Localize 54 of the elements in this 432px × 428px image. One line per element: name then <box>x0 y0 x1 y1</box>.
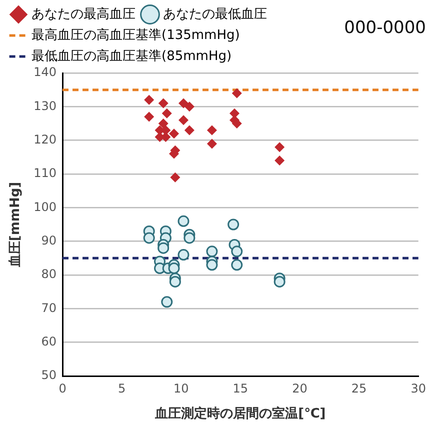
y-tick-label: 70 <box>41 300 57 315</box>
point <box>206 246 218 258</box>
point <box>184 232 196 244</box>
y-tick-label: 50 <box>41 368 57 382</box>
point <box>143 232 155 244</box>
x-tick-label: 0 <box>58 381 66 396</box>
y-tick-label: 110 <box>34 166 57 180</box>
point <box>184 102 194 112</box>
x-tick-label: 30 <box>410 381 426 396</box>
point <box>274 276 286 288</box>
legend-label: あなたの最高血圧 <box>32 6 136 22</box>
y-tick-label: 90 <box>41 233 57 248</box>
point <box>228 218 240 230</box>
point <box>169 276 181 288</box>
y-tick-label: 60 <box>41 334 57 348</box>
point <box>158 98 168 108</box>
x-tick-label: 5 <box>118 381 126 396</box>
x-tick-label: 15 <box>232 381 248 396</box>
point <box>178 98 188 108</box>
point <box>184 125 194 136</box>
x-tick-label: 10 <box>173 381 189 396</box>
y-tick-label: 120 <box>34 132 57 146</box>
text: 000-0000 <box>344 18 426 38</box>
point <box>206 125 217 136</box>
legend-label: 最低血圧の高血圧基準(85mmHg) <box>32 48 232 64</box>
point <box>178 249 190 261</box>
point <box>168 262 180 274</box>
point <box>144 94 154 105</box>
y-axis-title: 血圧[mmHg] <box>8 182 24 268</box>
point <box>158 118 168 128</box>
y-tick-label: 100 <box>34 200 57 214</box>
x-tick-label: 25 <box>351 381 367 396</box>
x-tick-label: 20 <box>292 381 308 396</box>
point <box>206 138 217 149</box>
x-axis-title: 血圧測定時の居間の室温[℃] <box>154 406 326 422</box>
y-tick-label: 130 <box>34 98 57 113</box>
point <box>274 142 285 152</box>
point <box>161 296 173 308</box>
point <box>178 215 190 227</box>
y-tick-label: 80 <box>41 267 57 282</box>
point <box>169 128 180 139</box>
point <box>232 88 242 98</box>
legend-label: 最高血圧の高血圧基準(135mmHg) <box>32 26 240 43</box>
point <box>158 242 170 254</box>
y-tick-label: 140 <box>34 65 57 80</box>
legend-label: あなたの最低血圧 <box>163 6 267 22</box>
point <box>206 259 218 271</box>
point <box>144 112 154 122</box>
point <box>162 108 172 118</box>
point <box>178 115 188 126</box>
point <box>231 246 243 258</box>
point <box>274 156 285 166</box>
point <box>170 172 180 182</box>
point <box>231 259 243 271</box>
